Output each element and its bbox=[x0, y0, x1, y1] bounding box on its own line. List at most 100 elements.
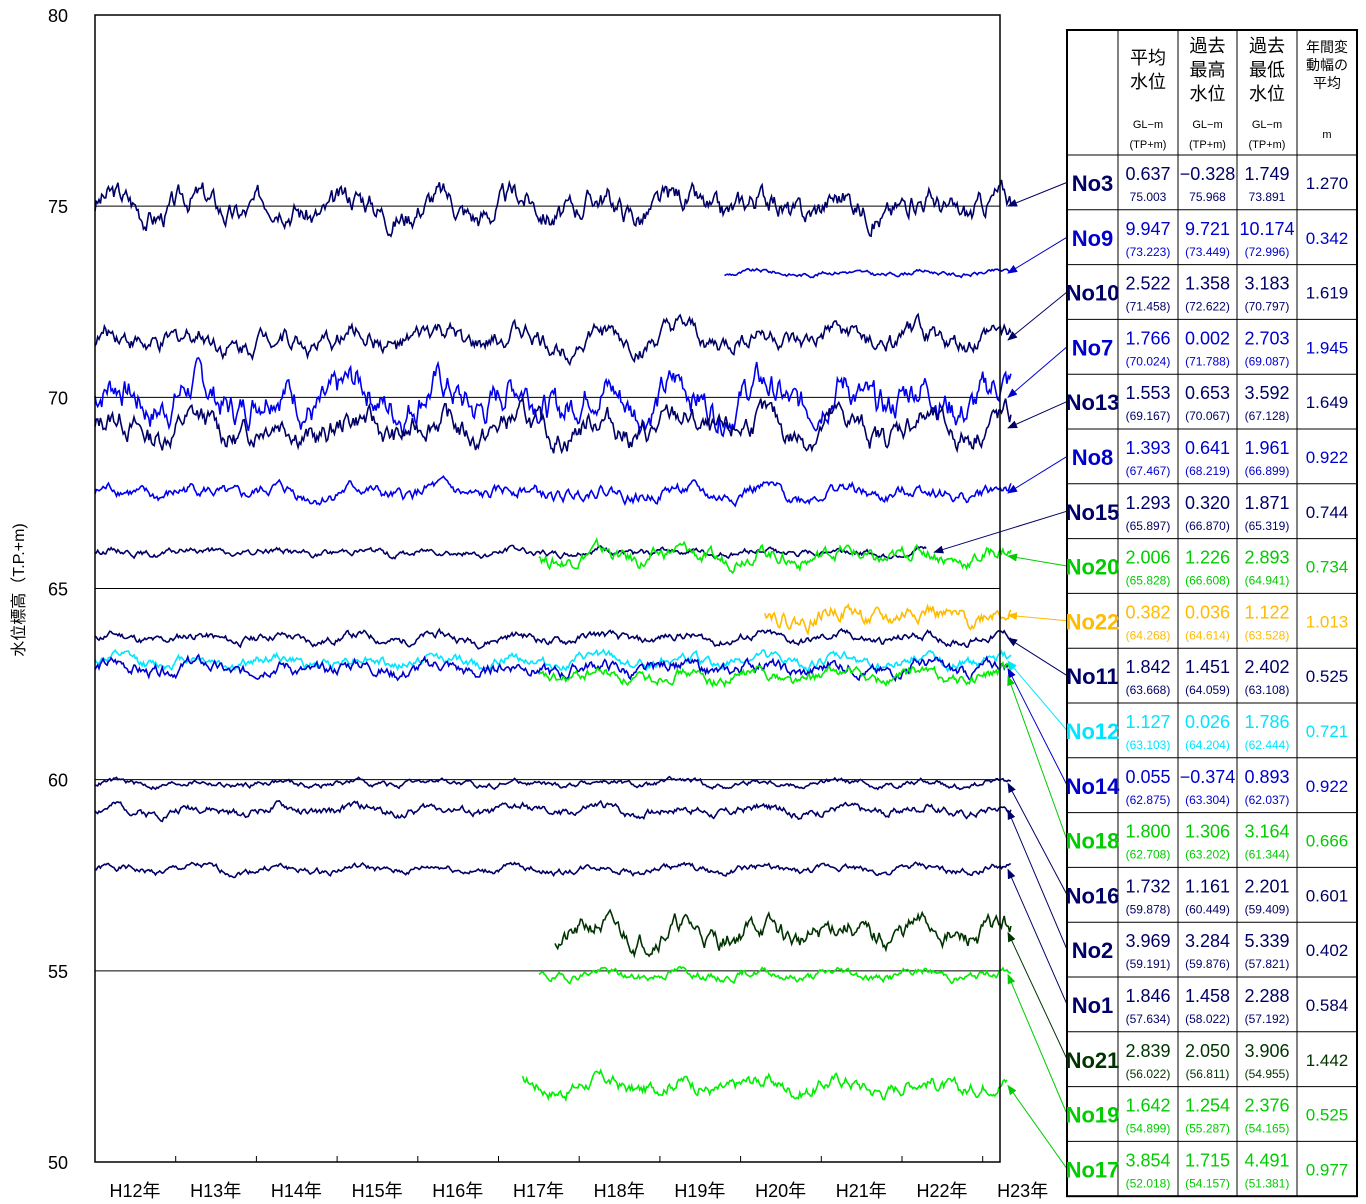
cell-avg: 0.637 bbox=[1125, 164, 1170, 184]
cell-min: 2.201 bbox=[1244, 876, 1289, 896]
cell-max_tp: (59.876) bbox=[1185, 957, 1230, 971]
cell-max: 2.050 bbox=[1185, 1041, 1230, 1061]
cell-max: 9.721 bbox=[1185, 219, 1230, 239]
row-name: No8 bbox=[1072, 445, 1114, 470]
cell-min: 3.906 bbox=[1244, 1041, 1289, 1061]
cell-min: 2.893 bbox=[1244, 548, 1289, 568]
cell-min: 0.893 bbox=[1244, 767, 1289, 787]
cell-range: 0.734 bbox=[1306, 558, 1349, 577]
x-tick-label: H20年 bbox=[755, 1181, 806, 1201]
x-tick-label: H13年 bbox=[190, 1181, 241, 1201]
cell-avg_tp: (64.268) bbox=[1126, 628, 1171, 642]
cell-max_tp: (70.067) bbox=[1185, 409, 1230, 423]
cell-min_tp: (62.037) bbox=[1245, 793, 1290, 807]
x-tick-label: H18年 bbox=[594, 1181, 645, 1201]
leader-no8 bbox=[1007, 455, 1068, 494]
cell-max: 1.226 bbox=[1185, 548, 1230, 568]
cell-avg: 1.732 bbox=[1125, 876, 1170, 896]
cell-avg: 1.842 bbox=[1125, 657, 1170, 677]
cell-range: 1.270 bbox=[1306, 174, 1349, 193]
cell-range: 1.945 bbox=[1306, 338, 1349, 357]
leader-no3 bbox=[1007, 181, 1068, 207]
cell-max_tp: (68.219) bbox=[1185, 464, 1230, 478]
cell-max_tp: (64.204) bbox=[1185, 738, 1230, 752]
table-header: 水位 bbox=[1249, 84, 1285, 104]
cell-max: 1.306 bbox=[1185, 822, 1230, 842]
cell-avg_tp: (54.899) bbox=[1126, 1122, 1171, 1136]
y-tick-label: 65 bbox=[48, 580, 68, 600]
cell-avg_tp: (59.191) bbox=[1126, 957, 1171, 971]
cell-avg: 1.127 bbox=[1125, 712, 1170, 732]
cell-min_tp: (54.165) bbox=[1245, 1122, 1290, 1136]
cell-max: 0.036 bbox=[1185, 602, 1230, 622]
cell-min: 10.174 bbox=[1239, 219, 1294, 239]
row-name: No16 bbox=[1066, 883, 1120, 908]
row-name: No22 bbox=[1066, 609, 1120, 634]
row-name: No3 bbox=[1072, 171, 1114, 196]
row-name: No1 bbox=[1072, 993, 1114, 1018]
leader-no7 bbox=[1007, 346, 1068, 398]
cell-max_tp: (60.449) bbox=[1185, 902, 1230, 916]
cell-min_tp: (67.128) bbox=[1245, 409, 1290, 423]
cell-max_tp: (71.788) bbox=[1185, 354, 1230, 368]
row-name: No10 bbox=[1066, 281, 1120, 306]
cell-min: 1.786 bbox=[1244, 712, 1289, 732]
cell-min_tp: (70.797) bbox=[1245, 300, 1290, 314]
cell-avg_tp: 75.003 bbox=[1130, 190, 1167, 204]
cell-min: 3.592 bbox=[1244, 383, 1289, 403]
series-no10 bbox=[94, 312, 1012, 367]
row-name: No7 bbox=[1072, 335, 1114, 360]
cell-max_tp: (64.059) bbox=[1185, 683, 1230, 697]
leader-no16 bbox=[1007, 782, 1068, 896]
cell-avg_tp: (63.668) bbox=[1126, 683, 1171, 697]
x-tick-label: H23年 bbox=[997, 1181, 1048, 1201]
cell-avg: 3.969 bbox=[1125, 931, 1170, 951]
x-axis: H12年 H13年 H14年 H15年 H16年 H17年 H18年 H19年 H20年 H21年… bbox=[94, 1156, 1048, 1201]
table-header: 最低 bbox=[1249, 60, 1285, 80]
unit-tp: (TP+m) bbox=[1189, 139, 1226, 151]
cell-min_tp: (59.409) bbox=[1245, 902, 1290, 916]
table-header: 平均 bbox=[1130, 48, 1166, 68]
cell-range: 0.744 bbox=[1306, 503, 1349, 522]
cell-min: 1.749 bbox=[1244, 164, 1289, 184]
cell-avg_tp: (67.467) bbox=[1126, 464, 1171, 478]
cell-min_tp: (61.344) bbox=[1245, 848, 1290, 862]
table-header: 過去 bbox=[1190, 36, 1226, 56]
cell-min: 2.703 bbox=[1244, 328, 1289, 348]
row-name: No18 bbox=[1066, 829, 1120, 854]
stats-table: 平均水位過去最高水位過去最低水位年間変動幅の平均GL−m(TP+m)GL−m(T… bbox=[1066, 29, 1358, 1198]
y-tick-label: 50 bbox=[48, 1153, 68, 1173]
y-tick-label: 60 bbox=[48, 771, 68, 791]
cell-avg_tp: (56.022) bbox=[1126, 1067, 1171, 1081]
leader-no21 bbox=[1007, 931, 1068, 1060]
table-header: 過去 bbox=[1249, 36, 1285, 56]
cell-min: 1.122 bbox=[1244, 602, 1289, 622]
unit-tp: (TP+m) bbox=[1249, 139, 1286, 151]
cell-min_tp: (57.821) bbox=[1245, 957, 1290, 971]
leader-no14 bbox=[1007, 667, 1068, 786]
series-no18 bbox=[538, 660, 1012, 689]
x-tick-label: H14年 bbox=[271, 1181, 322, 1201]
cell-max: 0.641 bbox=[1185, 438, 1230, 458]
cell-avg: 1.393 bbox=[1125, 438, 1170, 458]
row-name: No19 bbox=[1066, 1103, 1120, 1128]
cell-min_tp: (65.319) bbox=[1245, 519, 1290, 533]
unit-m: m bbox=[1322, 129, 1331, 141]
series-no19 bbox=[538, 965, 1012, 985]
series-no13 bbox=[94, 397, 1012, 455]
x-tick-label: H15年 bbox=[352, 1181, 403, 1201]
cell-max_tp: 75.968 bbox=[1189, 190, 1226, 204]
cell-max: 0.320 bbox=[1185, 493, 1230, 513]
cell-max: 0.026 bbox=[1185, 712, 1230, 732]
cell-min_tp: (63.528) bbox=[1245, 628, 1290, 642]
cell-avg_tp: (71.458) bbox=[1126, 300, 1171, 314]
cell-avg_tp: (59.878) bbox=[1126, 902, 1171, 916]
cell-max: 1.358 bbox=[1185, 274, 1230, 294]
cell-avg: 1.800 bbox=[1125, 822, 1170, 842]
cell-max_tp: (56.811) bbox=[1186, 1067, 1230, 1081]
cell-max: 1.254 bbox=[1185, 1096, 1230, 1116]
series-no22 bbox=[764, 602, 1012, 636]
cell-range: 1.619 bbox=[1306, 284, 1349, 303]
cell-avg_tp: (73.223) bbox=[1126, 245, 1171, 259]
